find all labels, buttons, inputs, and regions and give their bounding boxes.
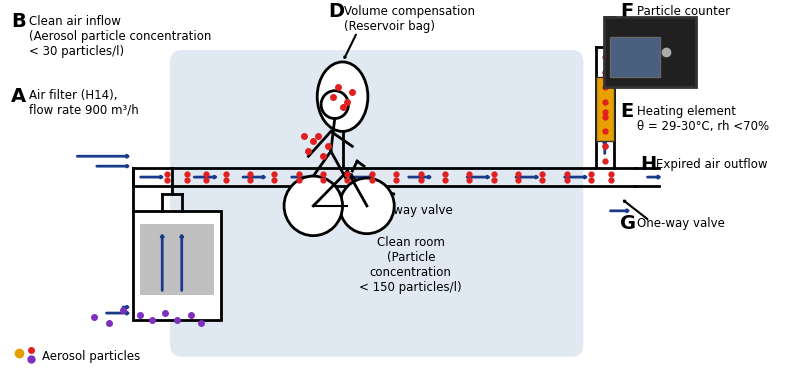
Text: 2 way valve: 2 way valve: [382, 204, 452, 217]
Text: Heating element
θ = 29-30°C, rh <70%: Heating element θ = 29-30°C, rh <70%: [637, 105, 769, 133]
FancyBboxPatch shape: [604, 17, 696, 87]
Text: E: E: [620, 102, 634, 121]
Text: Aerosol particles: Aerosol particles: [42, 350, 141, 363]
Text: One-way valve: One-way valve: [637, 217, 725, 230]
Text: G: G: [620, 214, 637, 233]
Text: Air filter (H14),
flow rate 900 m³/h: Air filter (H14), flow rate 900 m³/h: [29, 89, 138, 117]
Bar: [140, 224, 214, 295]
Text: Volume compensation
(Reservoir bag): Volume compensation (Reservoir bag): [345, 5, 475, 33]
Bar: [610, 37, 660, 77]
Text: B: B: [11, 12, 26, 31]
Circle shape: [340, 178, 394, 233]
Circle shape: [321, 91, 348, 118]
Text: Clean room
(Particle
concentration
< 150 particles/l): Clean room (Particle concentration < 150…: [359, 236, 462, 294]
Text: A: A: [11, 87, 26, 106]
Text: D: D: [328, 2, 344, 21]
Text: Expired air outflow: Expired air outflow: [657, 158, 768, 171]
Circle shape: [284, 176, 342, 236]
Text: Clean air inflow
(Aerosol particle concentration
< 30 particles/l): Clean air inflow (Aerosol particle conce…: [29, 15, 211, 58]
Text: C: C: [382, 191, 396, 210]
Bar: [133, 211, 221, 320]
Text: F: F: [620, 2, 634, 21]
Text: H: H: [640, 155, 656, 174]
Text: Particle counter: Particle counter: [637, 5, 730, 18]
FancyBboxPatch shape: [170, 50, 583, 357]
Bar: [596, 77, 614, 141]
Ellipse shape: [318, 62, 368, 132]
